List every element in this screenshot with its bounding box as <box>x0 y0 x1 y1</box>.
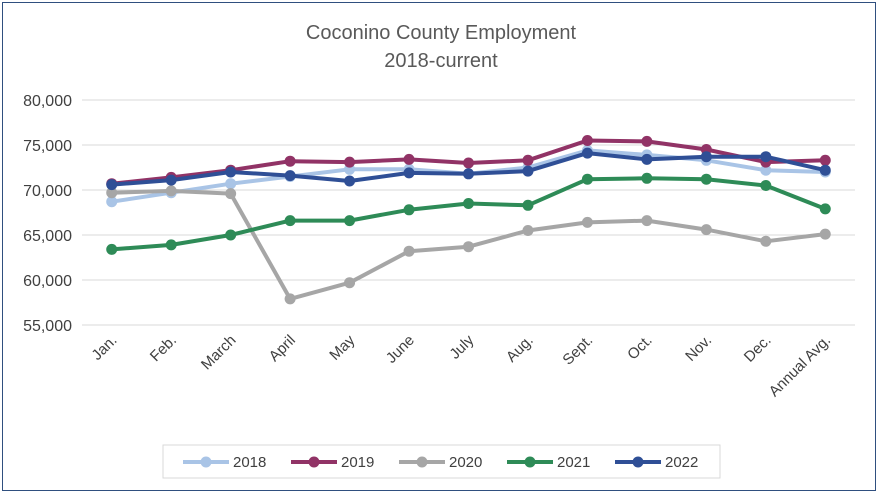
legend: 2018 2019 2020 2021 2022 <box>162 444 721 479</box>
data-point <box>760 180 772 191</box>
data-point <box>225 178 237 190</box>
data-point <box>165 174 177 186</box>
x-tick-label: June <box>383 332 418 367</box>
x-tick-label: Jan. <box>88 332 120 364</box>
legend-swatch-marker <box>308 456 320 468</box>
legend-label: 2019 <box>341 454 374 471</box>
x-tick-label: Dec. <box>741 332 775 366</box>
data-point <box>819 228 831 240</box>
data-point <box>700 173 712 185</box>
data-point <box>106 187 118 199</box>
x-tick-label: May <box>326 331 358 363</box>
data-point <box>344 175 356 187</box>
data-point <box>344 156 356 168</box>
legend-label: 2020 <box>449 454 482 471</box>
data-point <box>760 151 772 163</box>
data-point <box>106 179 118 191</box>
y-tick-label: 60,000 <box>23 273 72 290</box>
data-point <box>463 157 474 169</box>
y-tick-label: 65,000 <box>23 228 72 245</box>
data-point <box>700 151 712 163</box>
x-tick-label: Feb. <box>147 332 180 365</box>
legend-item-2019: 2019 <box>291 454 374 471</box>
legend-swatch-marker <box>416 456 428 468</box>
legend-swatch-marker <box>200 456 212 468</box>
x-tick-label: Annual Avg. <box>766 332 834 400</box>
legend-label: 2018 <box>233 454 266 471</box>
y-tick-label: 70,000 <box>23 183 72 200</box>
data-point <box>225 229 237 241</box>
x-axis-ticks: Jan. Feb. March April May June July Aug. Sept. Oc… <box>88 331 834 400</box>
data-point <box>522 165 534 177</box>
data-point <box>581 173 593 185</box>
x-tick-label: Nov. <box>682 332 715 365</box>
y-axis-ticks: 55,000 60,000 65,000 70,000 75,000 80,000 <box>23 93 72 335</box>
data-point <box>403 153 415 165</box>
data-point <box>284 293 296 305</box>
legend-swatch-marker <box>524 456 536 468</box>
y-tick-label: 55,000 <box>23 318 72 335</box>
legend-label: 2021 <box>557 454 590 471</box>
data-point <box>463 168 474 180</box>
data-point <box>641 215 653 227</box>
data-point <box>106 196 118 208</box>
data-point <box>700 224 712 236</box>
data-point <box>225 188 237 200</box>
x-tick-label: April <box>266 332 299 365</box>
legend-swatch-marker <box>632 456 644 468</box>
data-point <box>403 204 415 216</box>
series-2020 <box>106 185 831 305</box>
data-point <box>760 235 772 247</box>
data-point <box>641 135 653 147</box>
data-point <box>819 154 831 166</box>
legend-label: 2022 <box>665 454 698 471</box>
legend-item-2020: 2020 <box>399 454 482 471</box>
data-point <box>641 172 653 184</box>
series-2021 <box>106 172 831 255</box>
chart-title-line2: 2018-current <box>384 50 498 72</box>
data-point <box>284 170 296 182</box>
x-tick-label: Sept. <box>559 332 596 369</box>
data-point <box>581 135 593 146</box>
data-point <box>344 277 356 289</box>
data-point <box>165 239 177 251</box>
legend-item-2022: 2022 <box>615 454 698 471</box>
data-point <box>760 164 772 176</box>
series-lines <box>106 135 831 305</box>
data-point <box>522 154 534 166</box>
legend-item-2021: 2021 <box>507 454 590 471</box>
data-point <box>581 147 593 159</box>
data-point <box>403 245 415 257</box>
x-tick-label: March <box>198 332 239 373</box>
data-point <box>225 166 237 178</box>
data-point <box>284 215 296 227</box>
y-tick-label: 80,000 <box>23 93 72 110</box>
data-point <box>344 215 356 227</box>
data-point <box>284 155 296 167</box>
data-point <box>522 199 534 211</box>
y-tick-label: 75,000 <box>23 138 72 155</box>
data-point <box>819 164 831 176</box>
x-tick-label: Oct. <box>624 332 655 363</box>
x-tick-label: July <box>446 331 477 362</box>
legend-item-2018: 2018 <box>183 454 266 471</box>
data-point <box>522 225 534 236</box>
data-point <box>403 167 415 179</box>
data-point <box>581 216 593 228</box>
data-point <box>165 185 177 197</box>
data-point <box>463 198 474 209</box>
chart-title-line1: Coconino County Employment <box>306 22 577 44</box>
x-tick-label: Aug. <box>503 332 537 366</box>
series-line <box>109 176 828 252</box>
series-2022 <box>106 147 831 191</box>
gridlines <box>82 99 855 326</box>
data-point <box>819 203 831 215</box>
data-point <box>641 153 653 165</box>
data-point <box>463 241 474 253</box>
data-point <box>106 243 118 255</box>
